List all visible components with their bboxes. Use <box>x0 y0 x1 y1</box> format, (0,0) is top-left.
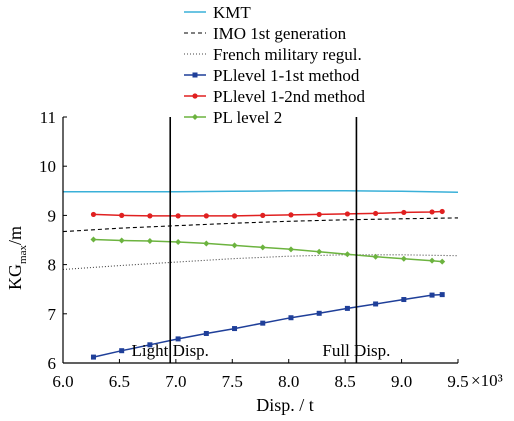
data-point <box>439 292 445 298</box>
series-2 <box>62 254 459 271</box>
legend-marker <box>192 72 198 78</box>
legend-marker <box>192 114 198 120</box>
legend-entry: PL level 2 <box>184 108 282 127</box>
ticks: 6.0 6.5 7.0 7.5 8.0 8.5 9.0 9.5 6 7 8 9 10 11 <box>39 108 469 391</box>
y-tick-label: 8 <box>48 256 57 275</box>
series-5 <box>90 236 446 265</box>
data-point <box>288 212 294 218</box>
y-axis-title-sub: max <box>17 245 29 264</box>
data-point <box>175 336 181 342</box>
data-point <box>344 211 350 217</box>
data-point <box>400 255 407 262</box>
legend-entry: PLlevel 1-1st method <box>184 66 360 85</box>
legend-entry: French military regul. <box>184 45 362 64</box>
data-point <box>316 211 322 218</box>
legend: KMT IMO 1st generation French military reg… <box>184 3 366 127</box>
legend-entry: IMO 1st generation <box>184 24 347 43</box>
legend-entry: PLlevel 1-2nd method <box>184 87 366 106</box>
legend-label: PLlevel 1-1st method <box>213 66 360 85</box>
y-axis-title-unit: /m <box>5 226 25 245</box>
data-point <box>90 354 96 360</box>
series-line <box>62 254 459 271</box>
legend-entry: KMT <box>184 3 251 22</box>
series-0 <box>63 190 459 194</box>
data-point <box>260 320 266 326</box>
data-point <box>147 213 153 219</box>
data-point <box>119 348 125 354</box>
data-point <box>439 208 445 215</box>
series-line <box>93 293 443 358</box>
data-point <box>118 237 125 244</box>
x-tick-label: 9.5 <box>447 372 468 391</box>
data-point <box>344 305 350 311</box>
data-point <box>119 212 125 218</box>
y-tick-label: 11 <box>40 108 56 127</box>
x-multiplier: ×10³ <box>471 371 503 390</box>
x-axis-title: Disp. / t <box>256 395 314 415</box>
series-1 <box>62 217 459 233</box>
y-tick-label: 7 <box>48 305 57 324</box>
series-3 <box>90 292 445 360</box>
data-point <box>260 212 266 218</box>
data-point <box>372 253 379 260</box>
y-axis-title-main: KG <box>5 264 25 290</box>
data-point <box>373 210 379 217</box>
data-point <box>316 248 323 255</box>
data-point <box>344 251 351 258</box>
x-tick-label: 7.0 <box>165 372 186 391</box>
data-point <box>231 213 238 219</box>
legend-label: KMT <box>213 3 251 22</box>
data-point <box>147 342 153 348</box>
x-tick-label: 9.0 <box>391 372 412 391</box>
data-point <box>203 213 209 219</box>
data-point <box>429 209 435 215</box>
data-point <box>175 238 182 245</box>
series-4 <box>90 208 445 219</box>
legend-marker <box>192 93 198 99</box>
data-point <box>175 213 181 219</box>
data-point <box>90 211 97 218</box>
data-point <box>232 326 238 332</box>
data-point <box>231 242 238 249</box>
data-point <box>259 244 266 251</box>
series-line <box>62 217 459 233</box>
y-tick-label: 6 <box>48 354 57 373</box>
x-tick-label: 8.0 <box>278 372 299 391</box>
data-point <box>90 236 97 243</box>
legend-label: French military regul. <box>213 45 362 64</box>
x-tick-label: 6.0 <box>52 372 73 391</box>
x-tick-label: 7.5 <box>222 372 243 391</box>
axes <box>62 117 458 364</box>
series-line <box>63 190 459 194</box>
vertical-line-label: Full Disp. <box>322 341 390 360</box>
data-point <box>316 310 322 316</box>
data-point <box>203 330 209 336</box>
y-axis-title: KGmax/m <box>5 226 29 290</box>
data-point <box>288 315 294 321</box>
data-point <box>287 246 294 253</box>
data-point <box>401 209 407 216</box>
data-point <box>373 301 379 307</box>
legend-label: IMO 1st generation <box>213 24 347 43</box>
y-tick-label: 9 <box>48 206 57 225</box>
x-tick-label: 8.5 <box>335 372 356 391</box>
data-point <box>429 257 436 264</box>
data-point <box>146 237 153 244</box>
data-point <box>439 258 446 265</box>
vertical-line-label: Light Disp. <box>131 341 208 360</box>
data-point <box>429 292 435 298</box>
series-layer <box>62 190 459 360</box>
legend-label: PLlevel 1-2nd method <box>213 87 366 106</box>
x-tick-label: 6.5 <box>109 372 130 391</box>
y-tick-label: 10 <box>39 157 56 176</box>
data-point <box>203 240 210 247</box>
vertical-lines: Light Disp. Full Disp. <box>131 117 390 363</box>
series-line <box>93 210 443 217</box>
data-point <box>401 297 407 303</box>
svg-text:KGmax/m: KGmax/m <box>5 226 29 290</box>
series-line <box>93 238 443 263</box>
legend-label: PL level 2 <box>213 108 282 127</box>
